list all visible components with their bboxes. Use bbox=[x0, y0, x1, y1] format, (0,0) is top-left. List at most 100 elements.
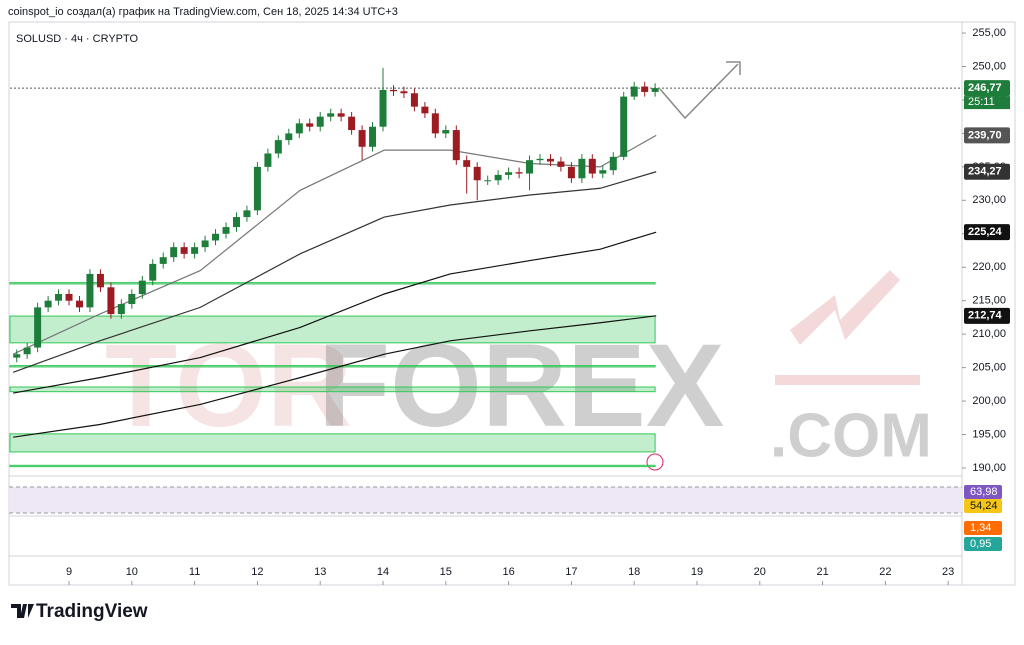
candle-body bbox=[76, 300, 84, 308]
candle-body bbox=[536, 158, 544, 161]
zone bbox=[9, 386, 656, 393]
indicator-label-box bbox=[964, 521, 1002, 535]
candle-body bbox=[191, 247, 199, 254]
candle-body bbox=[222, 227, 230, 234]
x-tick-label: 13 bbox=[314, 566, 326, 578]
price-label-box bbox=[964, 163, 1010, 180]
candle-body bbox=[86, 273, 94, 308]
candle-body bbox=[243, 210, 251, 218]
candle-body bbox=[44, 300, 52, 308]
zone bbox=[9, 282, 656, 285]
event-icon[interactable] bbox=[646, 453, 664, 471]
watermark-arrow bbox=[790, 270, 900, 345]
candle-body bbox=[117, 304, 125, 315]
x-tick-label: 17 bbox=[565, 566, 577, 578]
price-label: 234,27 bbox=[968, 166, 1002, 178]
candle-body bbox=[369, 126, 377, 147]
candle-body bbox=[233, 217, 241, 228]
x-tick-label: 21 bbox=[816, 566, 828, 578]
candle-body bbox=[578, 158, 586, 179]
candle-body bbox=[484, 180, 492, 182]
candle-body bbox=[442, 130, 450, 134]
x-tick-label: 11 bbox=[189, 566, 200, 578]
x-tick-label: 23 bbox=[942, 566, 954, 578]
watermark-text: .COM bbox=[770, 401, 932, 470]
price-label: 225,24 bbox=[968, 226, 1003, 238]
zone bbox=[9, 464, 656, 468]
candle-body bbox=[546, 158, 554, 162]
candle-body bbox=[253, 166, 261, 211]
zone bbox=[9, 433, 656, 453]
price-label-box bbox=[964, 224, 1010, 241]
y-tick-label: 250,00 bbox=[972, 60, 1006, 72]
y-tick-label: 220,00 bbox=[972, 261, 1006, 273]
x-tick-label: 9 bbox=[66, 566, 72, 578]
frame bbox=[8, 21, 1016, 586]
candle-body bbox=[526, 160, 534, 174]
candle-body bbox=[55, 293, 63, 301]
candle-body bbox=[620, 96, 628, 157]
candle-body bbox=[358, 130, 366, 147]
watermark: TOR FOREX .COM bbox=[105, 270, 932, 470]
price-label-box bbox=[964, 127, 1010, 144]
y-tick-label: 255,00 bbox=[972, 27, 1006, 39]
candle-body bbox=[473, 166, 481, 181]
candle-body bbox=[65, 293, 73, 301]
candle-body bbox=[212, 233, 220, 241]
candle-body bbox=[567, 166, 575, 179]
y-tick-label: 210,00 bbox=[972, 328, 1006, 340]
candle-body bbox=[201, 240, 209, 248]
x-tick-label: 10 bbox=[126, 566, 138, 578]
x-tick-label: 12 bbox=[251, 566, 263, 578]
x-tick-label: 22 bbox=[879, 566, 891, 578]
candle-body bbox=[431, 113, 439, 134]
projection-arrow bbox=[659, 63, 739, 120]
candle-body bbox=[128, 293, 136, 305]
moving-average bbox=[13, 315, 657, 438]
candle-body bbox=[515, 172, 523, 174]
indicator-label: 63,98 bbox=[970, 486, 998, 498]
candle-body bbox=[295, 123, 303, 134]
candle-body bbox=[264, 153, 272, 167]
x-tick-label: 19 bbox=[691, 566, 703, 578]
candle-body bbox=[149, 263, 157, 281]
y-tick-label: 230,00 bbox=[972, 194, 1006, 206]
watermark-bar bbox=[775, 375, 920, 385]
countdown: 25:11 bbox=[968, 96, 995, 108]
indicator-label-box bbox=[964, 499, 1002, 513]
x-tick-label: 18 bbox=[628, 566, 640, 578]
candle-body bbox=[400, 91, 408, 94]
price-label: 246,77 bbox=[968, 82, 1002, 94]
x-tick-label: 15 bbox=[440, 566, 452, 578]
candle-body bbox=[599, 170, 607, 174]
candle-body bbox=[421, 106, 429, 114]
x-tick-label: 14 bbox=[377, 566, 389, 578]
footer-logo bbox=[11, 604, 34, 618]
candle-body bbox=[390, 89, 398, 92]
y-tick-label: 215,00 bbox=[972, 295, 1006, 307]
candle-body bbox=[505, 172, 513, 175]
candle-body bbox=[285, 133, 293, 141]
indicator-label: 0,95 bbox=[970, 538, 991, 550]
y-tick-label: 205,00 bbox=[972, 362, 1006, 374]
watermark-text: FOREX bbox=[318, 320, 725, 452]
candle-body bbox=[557, 161, 565, 167]
candle-body bbox=[23, 347, 31, 355]
candle-body bbox=[379, 89, 387, 127]
indicator-label: 1,34 bbox=[970, 522, 991, 534]
price-label: 239,70 bbox=[968, 129, 1002, 141]
candle-body bbox=[609, 156, 617, 171]
candle-body bbox=[274, 140, 282, 154]
indicator-label-box bbox=[964, 537, 1002, 551]
candle-body bbox=[159, 257, 167, 264]
symbol-title: SOLUSD · 4ч · CRYPTO bbox=[16, 33, 139, 45]
candle-body bbox=[651, 88, 659, 92]
watermark-text: TOR bbox=[105, 320, 352, 452]
candle-body bbox=[306, 123, 314, 127]
countdown-box bbox=[964, 96, 1010, 110]
candle-body bbox=[630, 86, 638, 97]
zone bbox=[9, 315, 656, 344]
footer-brand: TradingView bbox=[36, 601, 148, 622]
